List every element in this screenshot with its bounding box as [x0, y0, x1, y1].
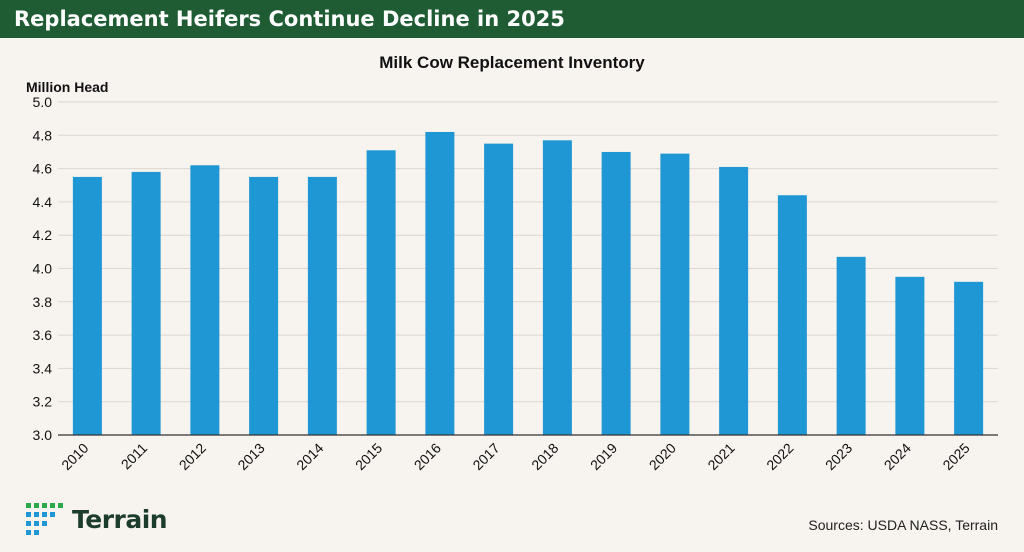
x-tick-label: 2016 [411, 440, 444, 473]
y-tick-label: 4.6 [33, 161, 53, 177]
x-tick-label: 2022 [763, 440, 796, 473]
x-tick-label: 2017 [469, 440, 502, 473]
y-tick-labels: 3.0 3.2 3.4 3.6 3.8 4.0 4.2 4.4 4.6 4.8 5.0 [33, 94, 53, 443]
bar-2015 [366, 150, 396, 435]
bar-2022 [777, 195, 807, 435]
bar-2012 [190, 165, 220, 435]
bar-chart: Milk Cow Replacement Inventory Million H… [26, 53, 998, 473]
x-tick-label: 2023 [822, 440, 855, 473]
y-tick-label: 3.8 [33, 294, 53, 310]
y-axis-label: Million Head [26, 79, 108, 95]
x-tick-label: 2019 [587, 440, 620, 473]
y-tick-label: 3.4 [33, 360, 53, 376]
y-tick-label: 4.0 [33, 261, 53, 277]
x-tick-label: 2024 [881, 440, 914, 473]
x-tick-label: 2020 [646, 440, 679, 473]
y-tick-label: 4.2 [33, 227, 53, 243]
x-tick-label: 2021 [704, 440, 737, 473]
x-tick-label: 2014 [293, 440, 326, 473]
y-tick-label: 4.8 [33, 127, 53, 143]
x-tick-label: 2011 [118, 440, 151, 473]
terrain-dot-grid-icon [26, 503, 63, 535]
bar-2013 [249, 176, 279, 436]
bar-2018 [542, 140, 572, 436]
y-tick-label: 3.6 [33, 327, 53, 343]
bar-2017 [484, 143, 514, 435]
x-tick-label: 2025 [939, 440, 972, 473]
bars [72, 131, 984, 436]
bar-2014 [307, 176, 337, 436]
y-tick-label: 3.0 [33, 427, 53, 443]
bar-2024 [895, 276, 925, 435]
bar-2019 [601, 151, 631, 435]
terrain-logo: Terrain [26, 503, 168, 535]
y-tick-label: 5.0 [33, 94, 53, 110]
page-title: Replacement Heifers Continue Decline in … [14, 7, 565, 31]
y-tick-label: 4.4 [33, 194, 53, 210]
x-tick-label: 2010 [58, 440, 91, 473]
bar-2016 [425, 131, 455, 435]
chart-title: Milk Cow Replacement Inventory [379, 53, 645, 72]
bar-2020 [660, 153, 690, 435]
bar-2025 [954, 281, 984, 435]
x-tick-labels: 2010 2011 2012 2013 2014 2015 2016 2017 2018 2019… [58, 440, 973, 473]
x-tick-label: 2013 [234, 440, 267, 473]
y-tick-label: 3.2 [33, 394, 53, 410]
header-banner: Replacement Heifers Continue Decline in … [0, 0, 1024, 38]
bar-2010 [72, 176, 102, 436]
bar-2011 [131, 171, 161, 435]
bar-2021 [719, 166, 749, 435]
sources-note: Sources: USDA NASS, Terrain [808, 517, 998, 533]
logo-text: Terrain [72, 504, 168, 534]
x-tick-label: 2012 [176, 440, 209, 473]
bar-2023 [836, 256, 866, 435]
x-tick-label: 2018 [528, 440, 561, 473]
x-tick-label: 2015 [352, 440, 385, 473]
